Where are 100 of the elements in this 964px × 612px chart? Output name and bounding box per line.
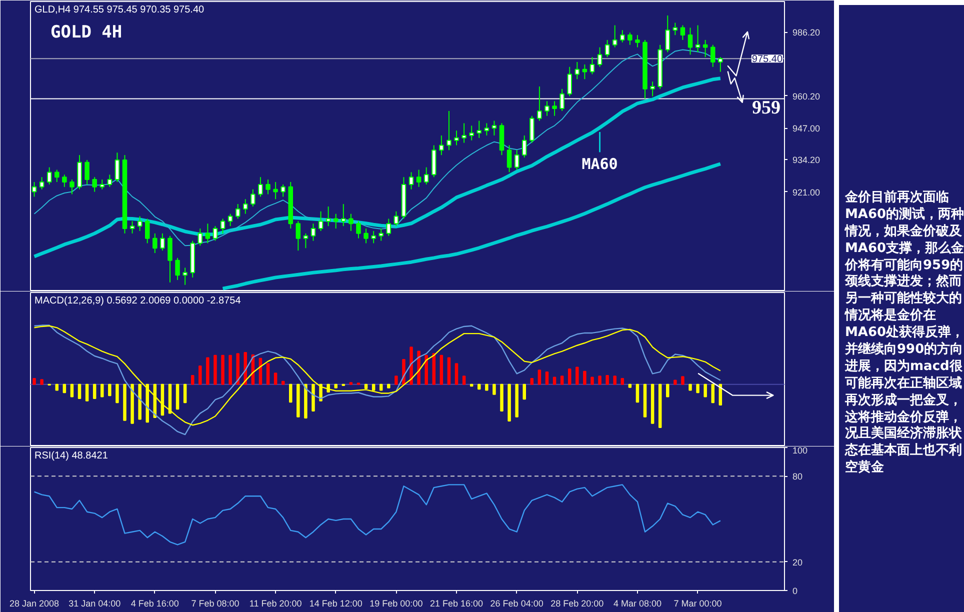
x-tick-label: 31 Jan 04:00 <box>68 598 121 608</box>
candlestick <box>424 166 429 185</box>
candlestick <box>476 120 482 138</box>
bar <box>538 370 542 385</box>
bar <box>123 384 126 421</box>
x-tick-label: 7 Mar 00:00 <box>674 598 722 608</box>
y-tick-label: 80 <box>792 472 803 482</box>
candlestick <box>620 30 625 43</box>
candlestick <box>356 220 361 239</box>
candlestick <box>718 56 723 72</box>
bar <box>296 384 300 418</box>
bar <box>590 376 594 385</box>
bar <box>650 384 654 424</box>
bar <box>674 380 677 385</box>
bar <box>711 384 714 404</box>
bar <box>92 384 96 400</box>
bar <box>100 384 104 398</box>
candlestick <box>273 182 278 200</box>
bar <box>289 384 292 403</box>
bar <box>440 354 444 385</box>
y-tick-label: 20 <box>792 557 803 568</box>
bar <box>598 376 602 385</box>
bar <box>485 384 488 391</box>
candlestick <box>680 24 686 40</box>
bar <box>190 375 194 385</box>
candlestick <box>544 100 550 116</box>
x-tick-label: 7 Feb 08:00 <box>191 598 240 608</box>
candlestick <box>84 159 90 185</box>
bar <box>410 346 413 385</box>
candlestick <box>296 220 301 252</box>
candlestick <box>635 34 640 48</box>
bar <box>281 380 285 385</box>
candlestick <box>514 150 520 170</box>
bar <box>221 354 224 385</box>
candlestick <box>175 257 180 280</box>
bar <box>688 384 692 391</box>
bar <box>500 384 504 412</box>
y-tick-label: 934.20 <box>792 154 820 165</box>
bar <box>606 375 609 385</box>
text: GOLD 4H <box>50 22 122 42</box>
candlestick <box>137 216 142 232</box>
chart-title: RSI(14) 48.8421 <box>34 450 108 462</box>
candlestick <box>144 218 150 244</box>
candlestick <box>39 176 44 190</box>
candlestick <box>612 24 618 48</box>
bar <box>576 366 579 385</box>
bar <box>198 366 202 385</box>
bar <box>620 378 624 385</box>
candlestick <box>220 218 226 234</box>
bar <box>681 376 684 385</box>
bar <box>478 384 481 390</box>
candlestick <box>574 61 580 80</box>
text: 金价目前再次面临MA60的测试，两种情况，如果金价破及MA60支撑，那么金价将有可能向959的颈线支撑进发；然而另一种可能性较大的情况将是金价在MA60处获得反弹，并继续向990的方向进展，因为macd很可能再次在正轴区域再次形成一把金叉，这将推动金价反弹，况且美国经济滞胀状态在基本面上也不利空黄金 <box>845 190 964 476</box>
y-tick-label: 0 <box>792 586 798 596</box>
bar <box>206 357 210 385</box>
legend-label: MA60 <box>582 155 618 174</box>
bar <box>545 371 549 385</box>
candlestick <box>688 27 693 56</box>
bar <box>304 384 308 419</box>
candlestick <box>160 232 165 252</box>
bar <box>32 378 36 385</box>
bar <box>643 384 647 418</box>
bar <box>583 370 586 385</box>
candlestick <box>665 14 670 53</box>
bar <box>85 384 89 402</box>
bar <box>666 384 670 398</box>
x-tick-label: 28 Feb 20:00 <box>550 598 604 608</box>
candlestick <box>552 100 557 116</box>
y-tick-label: 921.00 <box>792 187 820 198</box>
candlestick <box>582 64 588 80</box>
candlestick <box>492 120 497 136</box>
candlestick <box>386 218 392 236</box>
candlestick <box>235 204 240 220</box>
candlestick <box>266 179 270 195</box>
candlestick <box>469 125 474 141</box>
ref-line-label: 959 <box>752 98 780 119</box>
chart-subtitle: GLD,H4 974.55 975.45 970.35 975.40 <box>34 4 205 16</box>
candlestick <box>243 198 248 214</box>
candlestick <box>62 174 67 188</box>
bar <box>146 384 149 423</box>
y-tick-label: 100 <box>792 446 808 456</box>
candlestick <box>333 213 338 230</box>
bar <box>508 384 511 422</box>
x-tick-label: 26 Feb 04:00 <box>490 598 544 608</box>
bar <box>55 384 59 391</box>
y-tick-label: 947.00 <box>792 124 820 134</box>
candlestick <box>394 210 399 227</box>
candlestick <box>212 226 218 242</box>
x-tick-label: 21 Feb 16:00 <box>430 598 484 608</box>
candlestick <box>280 184 286 198</box>
bar <box>447 357 451 385</box>
y-tick-label: 986.20 <box>792 28 820 38</box>
candlestick <box>46 166 52 185</box>
candlestick <box>710 44 716 68</box>
candlestick <box>364 228 368 244</box>
x-tick-label: 11 Feb 20:00 <box>249 598 302 608</box>
candlestick <box>326 206 331 227</box>
candlestick <box>130 220 135 234</box>
candlestick <box>114 152 120 183</box>
bar <box>394 376 398 385</box>
